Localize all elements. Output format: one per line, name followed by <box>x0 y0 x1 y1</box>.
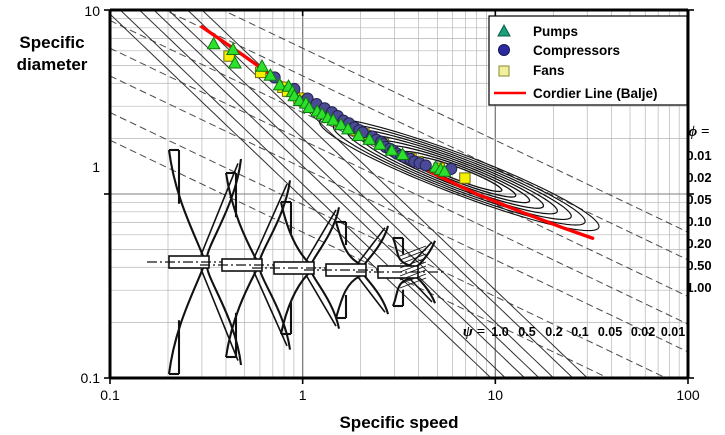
x-axis-title: Specific speed <box>339 413 458 432</box>
data-point-pump <box>227 55 242 69</box>
y-axis-title-line2: diameter <box>17 55 88 74</box>
legend-label-cordier-line: Cordier Line (Balje) <box>533 86 658 101</box>
phi-value-0.50: 0.50 <box>686 258 711 273</box>
psi-value-labels: 1.0 0.5 0.2 0.1 0.05 0.02 0.01 <box>491 325 685 339</box>
data-point-fan <box>459 172 471 184</box>
data-point-pump <box>372 137 388 150</box>
data-point-pump <box>225 42 241 55</box>
data-point-pump <box>437 163 452 177</box>
legend-box <box>488 15 688 106</box>
xtick-label-10: 10 <box>488 387 504 403</box>
phi-value-labels: 0.01 0.02 0.05 0.10 0.20 0.50 1.00 <box>686 148 711 295</box>
impeller-sketches <box>147 148 444 376</box>
legend: Pumps Compressors Fans Cordier Line (Bal… <box>488 15 688 106</box>
psi-value-0.2: 0.2 <box>545 325 562 339</box>
phi-value-1.00: 1.00 <box>686 280 711 295</box>
data-point-pump <box>302 100 317 114</box>
data-series-pumps <box>206 36 452 177</box>
legend-label-compressors: Compressors <box>533 43 620 58</box>
phi-value-0.02: 0.02 <box>686 170 711 185</box>
ytick-label-0.1: 0.1 <box>81 370 101 386</box>
psi-value-0.05: 0.05 <box>598 325 622 339</box>
legend-marker-compressors <box>498 44 510 56</box>
legend-marker-fans <box>498 65 510 77</box>
phi-value-0.20: 0.20 <box>686 236 711 251</box>
data-point-pump <box>395 147 410 160</box>
psi-value-0.01: 0.01 <box>661 325 685 339</box>
psi-value-0.02: 0.02 <box>631 325 655 339</box>
legend-label-pumps: Pumps <box>533 24 578 39</box>
legend-label-fans: Fans <box>533 63 565 78</box>
axis-ticks <box>104 9 694 384</box>
data-point-pump <box>272 77 287 91</box>
psi-value-1.0: 1.0 <box>491 325 508 339</box>
psi-value-0.1: 0.1 <box>571 325 588 339</box>
ytick-label-1: 1 <box>92 159 100 175</box>
phi-symbol: ϕ = <box>689 124 710 140</box>
ytick-label-10: 10 <box>84 3 100 19</box>
psi-symbol: ψ = <box>463 324 485 340</box>
data-point-pump <box>206 36 221 50</box>
data-point-pump <box>384 142 399 156</box>
data-point-pump <box>340 121 356 135</box>
impeller-sketch-4 <box>304 220 392 320</box>
data-point-pump <box>333 117 348 131</box>
xtick-label-1: 1 <box>299 387 307 403</box>
impeller-sketch-1 <box>147 148 243 376</box>
axis-frame <box>108 8 690 380</box>
xtick-label-100: 100 <box>676 387 700 403</box>
y-axis-title-line1: Specific <box>19 33 84 52</box>
data-point-pump <box>263 68 278 81</box>
impeller-sketch-3 <box>252 200 341 336</box>
data-point-compressor <box>419 159 432 172</box>
phi-value-0.05: 0.05 <box>686 192 711 207</box>
data-point-pump <box>254 58 270 72</box>
legend-marker-pumps <box>497 23 511 37</box>
phi-value-0.10: 0.10 <box>686 214 711 229</box>
data-point-pump <box>362 132 377 145</box>
xtick-label-0.1: 0.1 <box>100 387 120 403</box>
data-point-pump <box>326 112 341 126</box>
phi-value-0.01: 0.01 <box>686 148 711 163</box>
data-point-pump <box>351 128 366 141</box>
psi-value-0.5: 0.5 <box>518 325 535 339</box>
impeller-sketch-5 <box>356 236 444 308</box>
